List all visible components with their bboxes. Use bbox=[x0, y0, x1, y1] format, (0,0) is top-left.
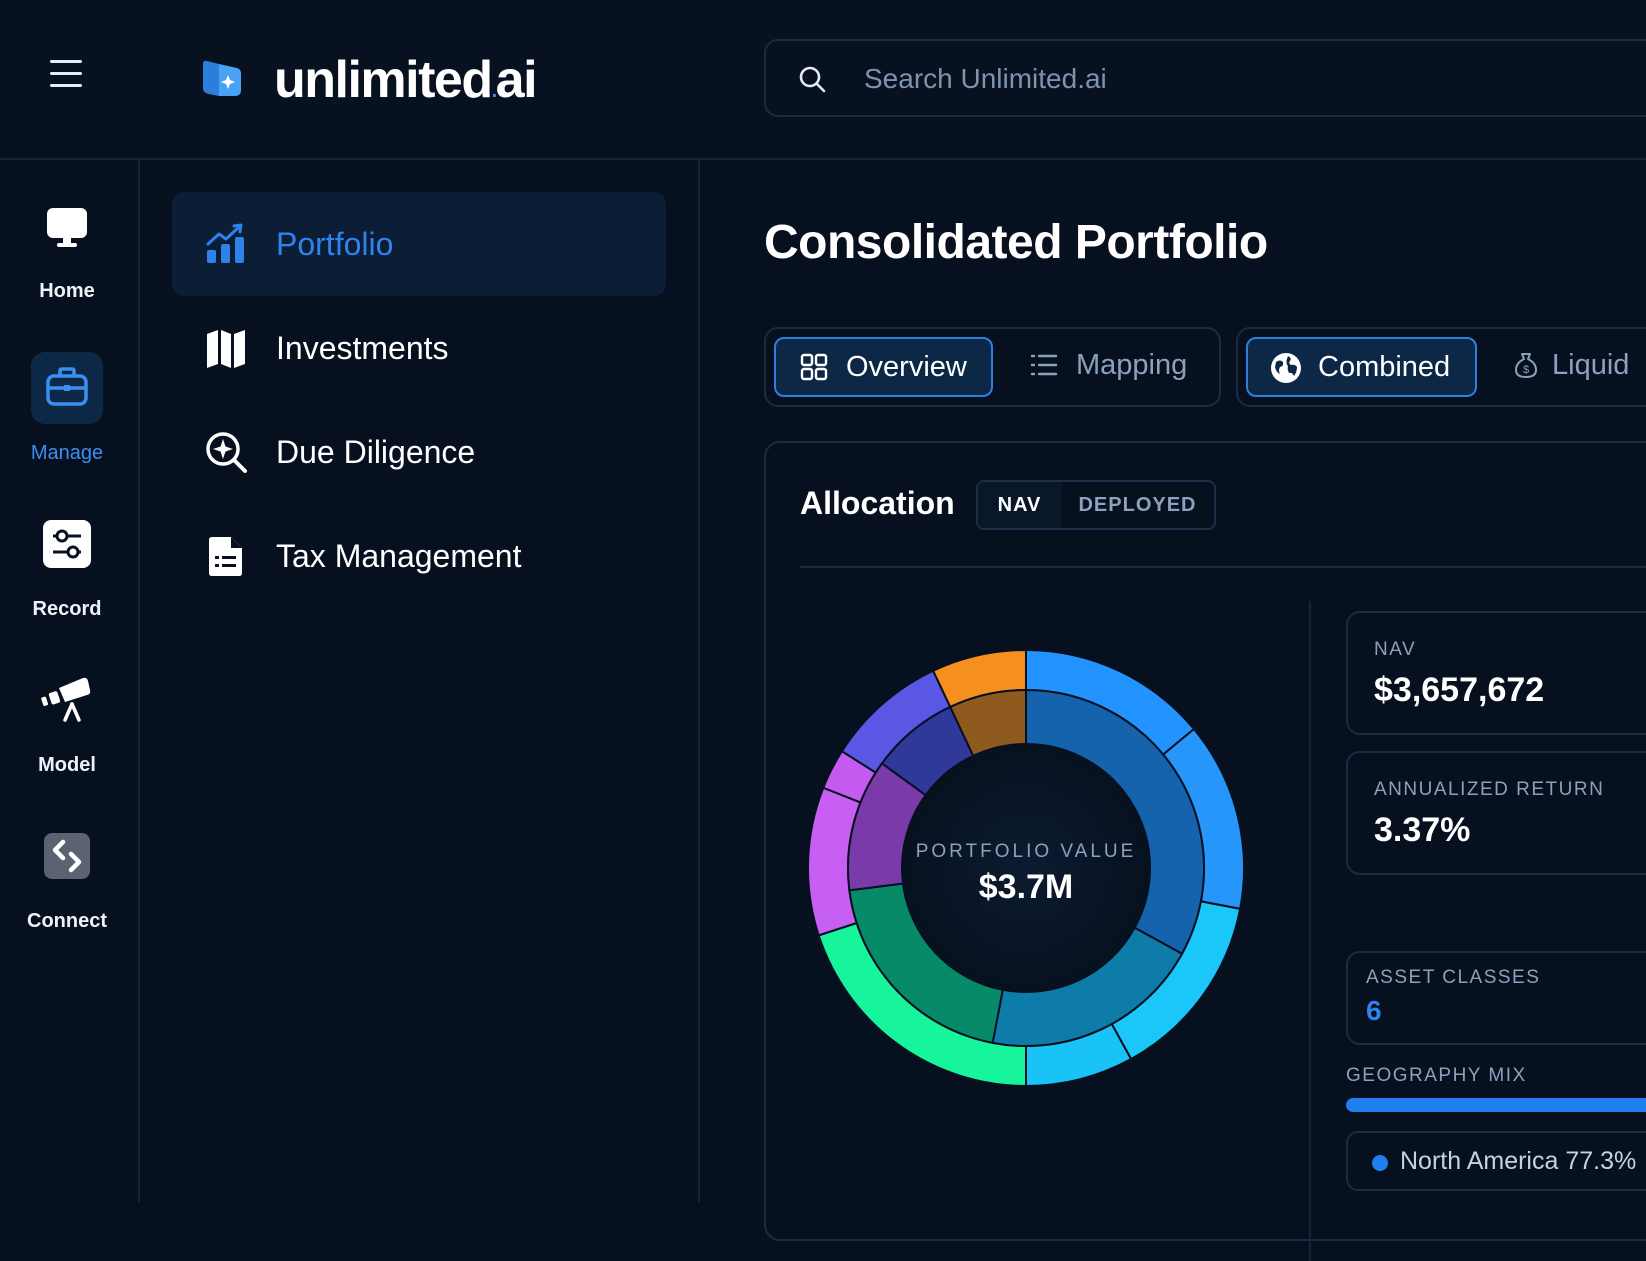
stat-return-value: 3.37% bbox=[1374, 811, 1471, 849]
tab-mapping[interactable]: Mapping bbox=[1006, 337, 1211, 397]
vertical-divider bbox=[1309, 601, 1311, 1261]
money-bag-icon: $ bbox=[1515, 353, 1537, 378]
donut-caption: PORTFOLIO VALUE bbox=[915, 841, 1137, 862]
top-bar: unlimited.ai bbox=[0, 0, 1646, 160]
hamburger-menu-icon[interactable] bbox=[50, 60, 82, 88]
nav-item-portfolio[interactable]: Portfolio bbox=[172, 192, 666, 296]
icon-rail: Home Manage Record bbox=[0, 160, 140, 1202]
scope-tabs: Combined $ Liquid bbox=[1236, 327, 1646, 407]
monitor-icon bbox=[31, 192, 103, 264]
nav-label-tax-management: Tax Management bbox=[276, 538, 522, 574]
rail-item-home[interactable]: Home bbox=[0, 192, 138, 332]
secondary-nav: Portfolio Investments Due Diligence Tax … bbox=[140, 160, 700, 1202]
allocation-title: Allocation bbox=[800, 485, 955, 521]
view-tabs: Overview Mapping bbox=[764, 327, 1221, 407]
logo-icon bbox=[201, 58, 245, 100]
rail-label-model: Model bbox=[38, 754, 96, 776]
telescope-icon bbox=[31, 664, 103, 736]
donut-center-value: $3.7M bbox=[978, 868, 1074, 906]
logo-wordmark: unlimited.ai bbox=[274, 51, 538, 109]
geography-legend-chip[interactable]: North America 77.3% bbox=[1346, 1131, 1646, 1191]
nav-label-portfolio: Portfolio bbox=[276, 226, 394, 262]
legend-dot-icon bbox=[1372, 1155, 1388, 1171]
chart-growth-icon bbox=[206, 223, 244, 263]
stat-asset-classes-value: 6 bbox=[1366, 995, 1382, 1026]
toggle-nav[interactable]: NAV bbox=[978, 482, 1061, 528]
geography-bar bbox=[1346, 1098, 1646, 1112]
page-title: Consolidated Portfolio bbox=[764, 216, 1268, 269]
code-link-icon bbox=[31, 820, 103, 892]
nav-item-tax-management[interactable]: Tax Management bbox=[172, 504, 666, 608]
brand-suffix: ai bbox=[495, 51, 538, 109]
sliders-icon bbox=[31, 508, 103, 580]
rail-item-connect[interactable]: Connect bbox=[0, 820, 138, 960]
map-icon bbox=[207, 330, 245, 368]
globe-icon bbox=[1271, 353, 1301, 383]
donut-svg bbox=[807, 648, 1245, 1088]
rail-item-model[interactable]: Model bbox=[0, 664, 138, 804]
rail-item-manage[interactable]: Manage bbox=[0, 352, 138, 492]
allocation-card: Allocation NAV DEPLOYED PORTFOLIO VALUE … bbox=[764, 441, 1646, 1261]
stat-nav-label: NAV bbox=[1374, 639, 1417, 660]
tab-combined-label: Combined bbox=[1318, 351, 1451, 383]
rail-label-record: Record bbox=[32, 598, 102, 620]
stat-nav-value: $3,657,672 bbox=[1374, 671, 1545, 709]
rail-label-connect: Connect bbox=[27, 910, 107, 932]
tab-overview[interactable]: Overview bbox=[774, 337, 993, 397]
stat-card-return: ANNUALIZED RETURN 3.37% bbox=[1346, 751, 1646, 875]
stat-return-label: ANNUALIZED RETURN bbox=[1374, 779, 1605, 800]
search-icon bbox=[799, 66, 826, 93]
magnify-sparkle-icon bbox=[206, 432, 247, 473]
tab-overview-label: Overview bbox=[846, 351, 967, 383]
search-input[interactable] bbox=[862, 55, 1626, 103]
legend-north-america: North America 77.3% bbox=[1400, 1147, 1637, 1175]
card-divider bbox=[800, 566, 1646, 568]
list-icon bbox=[1030, 354, 1058, 376]
stat-card-nav: NAV $3,657,672 bbox=[1346, 611, 1646, 735]
grid-icon bbox=[800, 353, 828, 381]
briefcase-icon bbox=[31, 352, 103, 424]
tab-mapping-label: Mapping bbox=[1076, 349, 1188, 381]
toggle-deployed[interactable]: DEPLOYED bbox=[1078, 494, 1197, 516]
brand-name: unlimited bbox=[274, 51, 493, 109]
nav-item-due-diligence[interactable]: Due Diligence bbox=[172, 400, 666, 504]
tab-liquid-label: Liquid bbox=[1552, 349, 1630, 381]
inner-slice-1[interactable] bbox=[1025, 688, 1205, 956]
stat-card-asset-classes: ASSET CLASSES 6 bbox=[1346, 951, 1646, 1045]
tab-combined[interactable]: Combined bbox=[1246, 337, 1477, 397]
stat-asset-classes-label: ASSET CLASSES bbox=[1366, 967, 1541, 988]
donut-hole bbox=[902, 744, 1150, 992]
allocation-donut-chart: PORTFOLIO VALUE $3.7M bbox=[806, 648, 1246, 1088]
document-list-icon bbox=[209, 537, 242, 576]
nav-label-investments: Investments bbox=[276, 330, 449, 366]
geography-mix-label: GEOGRAPHY MIX bbox=[1346, 1065, 1527, 1086]
nav-item-investments[interactable]: Investments bbox=[172, 296, 666, 400]
tab-liquid[interactable]: $ Liquid bbox=[1490, 337, 1646, 397]
inner-slice-6[interactable] bbox=[948, 688, 1027, 758]
rail-label-home: Home bbox=[39, 280, 95, 302]
rail-item-record[interactable]: Record bbox=[0, 508, 138, 648]
nav-label-due-diligence: Due Diligence bbox=[276, 434, 476, 470]
search-bar[interactable] bbox=[764, 39, 1646, 117]
svg-text:$: $ bbox=[1523, 364, 1529, 376]
rail-label-manage: Manage bbox=[30, 442, 104, 464]
nav-deployed-toggle: NAV DEPLOYED bbox=[976, 480, 1216, 530]
